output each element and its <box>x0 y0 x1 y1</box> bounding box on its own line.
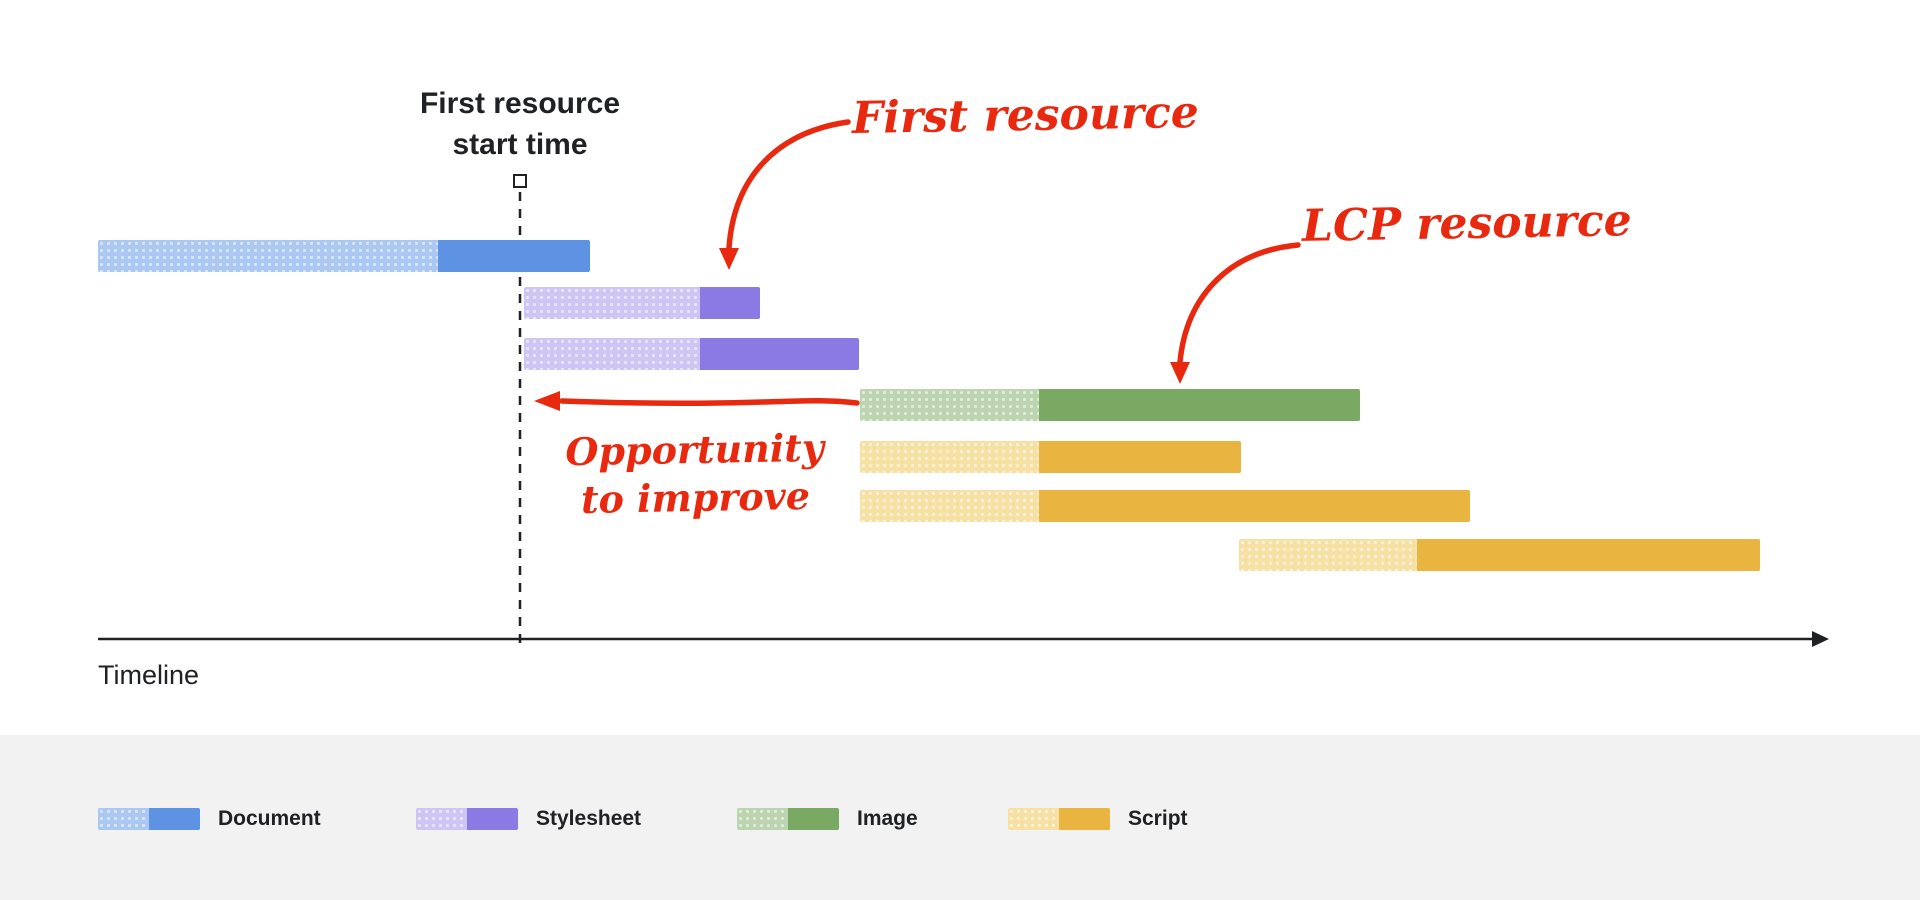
legend-swatch-stylesheet <box>416 808 518 830</box>
opportunity-line-2: to improve <box>580 472 811 522</box>
lcp-resource-callout: LCP resource <box>1301 195 1633 252</box>
script-light-segment <box>860 441 1039 473</box>
document-light-segment <box>98 240 438 272</box>
image-dark-swatch <box>788 808 839 830</box>
legend-label-stylesheet: Stylesheet <box>536 807 642 830</box>
legend-band: Document Stylesheet Image Script <box>0 735 1920 900</box>
document-dark-swatch <box>149 808 200 830</box>
legend-swatch-document <box>98 808 200 830</box>
opportunity-line-1: Opportunity <box>564 424 825 475</box>
legend-item-image: Image <box>737 807 918 831</box>
stylesheet-light-segment <box>524 287 700 319</box>
script-dark-swatch <box>1059 808 1110 830</box>
legend-swatch-image <box>737 808 839 830</box>
first-resource-callout: First resource <box>851 86 1200 145</box>
legend-label-image: Image <box>857 807 918 830</box>
script-dark-segment <box>1039 490 1470 522</box>
legend-swatch-script <box>1008 808 1110 830</box>
start-time-label-line-1: First resource <box>419 87 621 120</box>
script-dark-segment <box>1417 539 1760 571</box>
script-bar-3 <box>1239 539 1760 571</box>
first-resource-start-time-label: First resource start time <box>360 84 680 165</box>
script-bar-1 <box>860 441 1241 473</box>
legend-label-script: Script <box>1128 807 1188 830</box>
script-bar-2 <box>860 490 1470 522</box>
stylesheet-dark-swatch <box>467 808 518 830</box>
document-light-swatch <box>98 808 149 830</box>
legend-item-stylesheet: Stylesheet <box>416 807 641 831</box>
stylesheet-bar-1 <box>524 287 760 319</box>
stylesheet-bar-2 <box>524 338 859 370</box>
document-dark-segment <box>438 240 590 272</box>
legend-item-script: Script <box>1008 807 1188 831</box>
document-bar <box>98 240 590 272</box>
image-light-swatch <box>737 808 788 830</box>
legend-item-document: Document <box>98 807 321 831</box>
script-light-segment <box>860 490 1039 522</box>
script-light-swatch <box>1008 808 1059 830</box>
opportunity-callout: Opportunity to improve <box>539 423 851 523</box>
script-light-segment <box>1239 539 1417 571</box>
script-dark-segment <box>1039 441 1241 473</box>
stylesheet-dark-segment <box>700 338 859 370</box>
start-time-label-line-2: start time <box>452 127 588 161</box>
legend-label-document: Document <box>218 807 321 830</box>
stylesheet-dark-segment <box>700 287 760 319</box>
stylesheet-light-segment <box>524 338 700 370</box>
image-bar <box>860 389 1360 421</box>
image-light-segment <box>860 389 1039 421</box>
image-dark-segment <box>1039 389 1360 421</box>
stylesheet-light-swatch <box>416 808 467 830</box>
timeline-label: Timeline <box>98 660 200 690</box>
